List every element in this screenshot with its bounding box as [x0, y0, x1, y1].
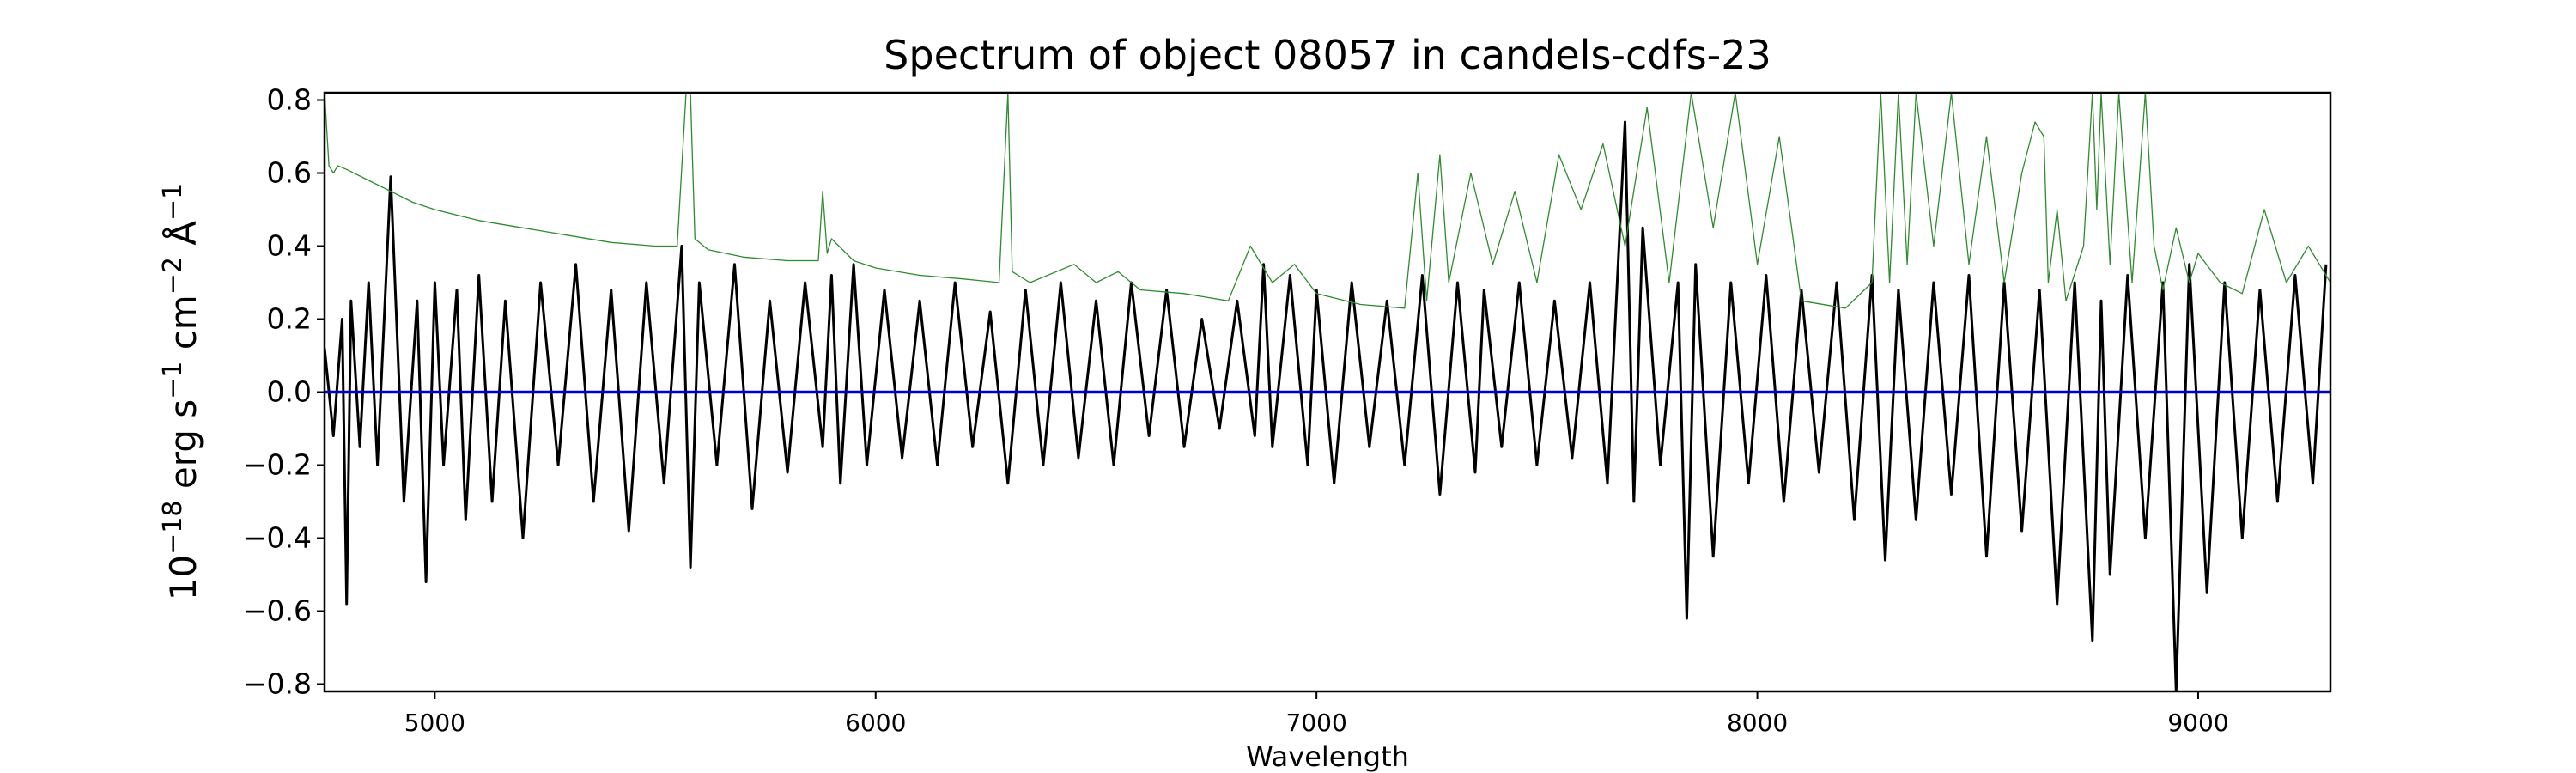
y-tick-label: 0.6: [267, 156, 312, 190]
x-tick-label: 6000: [845, 709, 906, 737]
x-tick-label: 5000: [404, 709, 465, 737]
y-tick-label: 0.0: [267, 375, 312, 409]
series-line-flux: [325, 120, 2328, 691]
y-axis-label: 10−18 erg s−1 cm−2 Å−1: [158, 183, 205, 601]
x-tick-label: 7000: [1286, 709, 1347, 737]
y-tick-label: 0.4: [267, 229, 312, 263]
x-axis-label: Wavelength: [1246, 740, 1409, 773]
y-tick-label: 0.8: [267, 83, 312, 117]
series-line-error: [325, 93, 2330, 309]
y-tick-label: −0.2: [243, 448, 312, 482]
y-tick-label: 0.2: [267, 302, 312, 336]
chart-title: Spectrum of object 08057 in candels-cdfs…: [884, 32, 1771, 78]
y-tick-label: −0.6: [243, 594, 312, 628]
y-axis-ticks: 0.8 0.6 0.4 0.2 0.0 −0.2 −0.4 −0.6 −0.8: [243, 83, 325, 701]
x-tick-label: 8000: [1727, 709, 1788, 737]
x-tick-label: 9000: [2167, 709, 2228, 737]
x-axis-ticks: 5000 6000 7000 8000 9000: [404, 691, 2229, 737]
series-layer: [325, 93, 2330, 691]
y-tick-label: −0.8: [243, 667, 312, 701]
y-tick-label: −0.4: [243, 521, 312, 555]
